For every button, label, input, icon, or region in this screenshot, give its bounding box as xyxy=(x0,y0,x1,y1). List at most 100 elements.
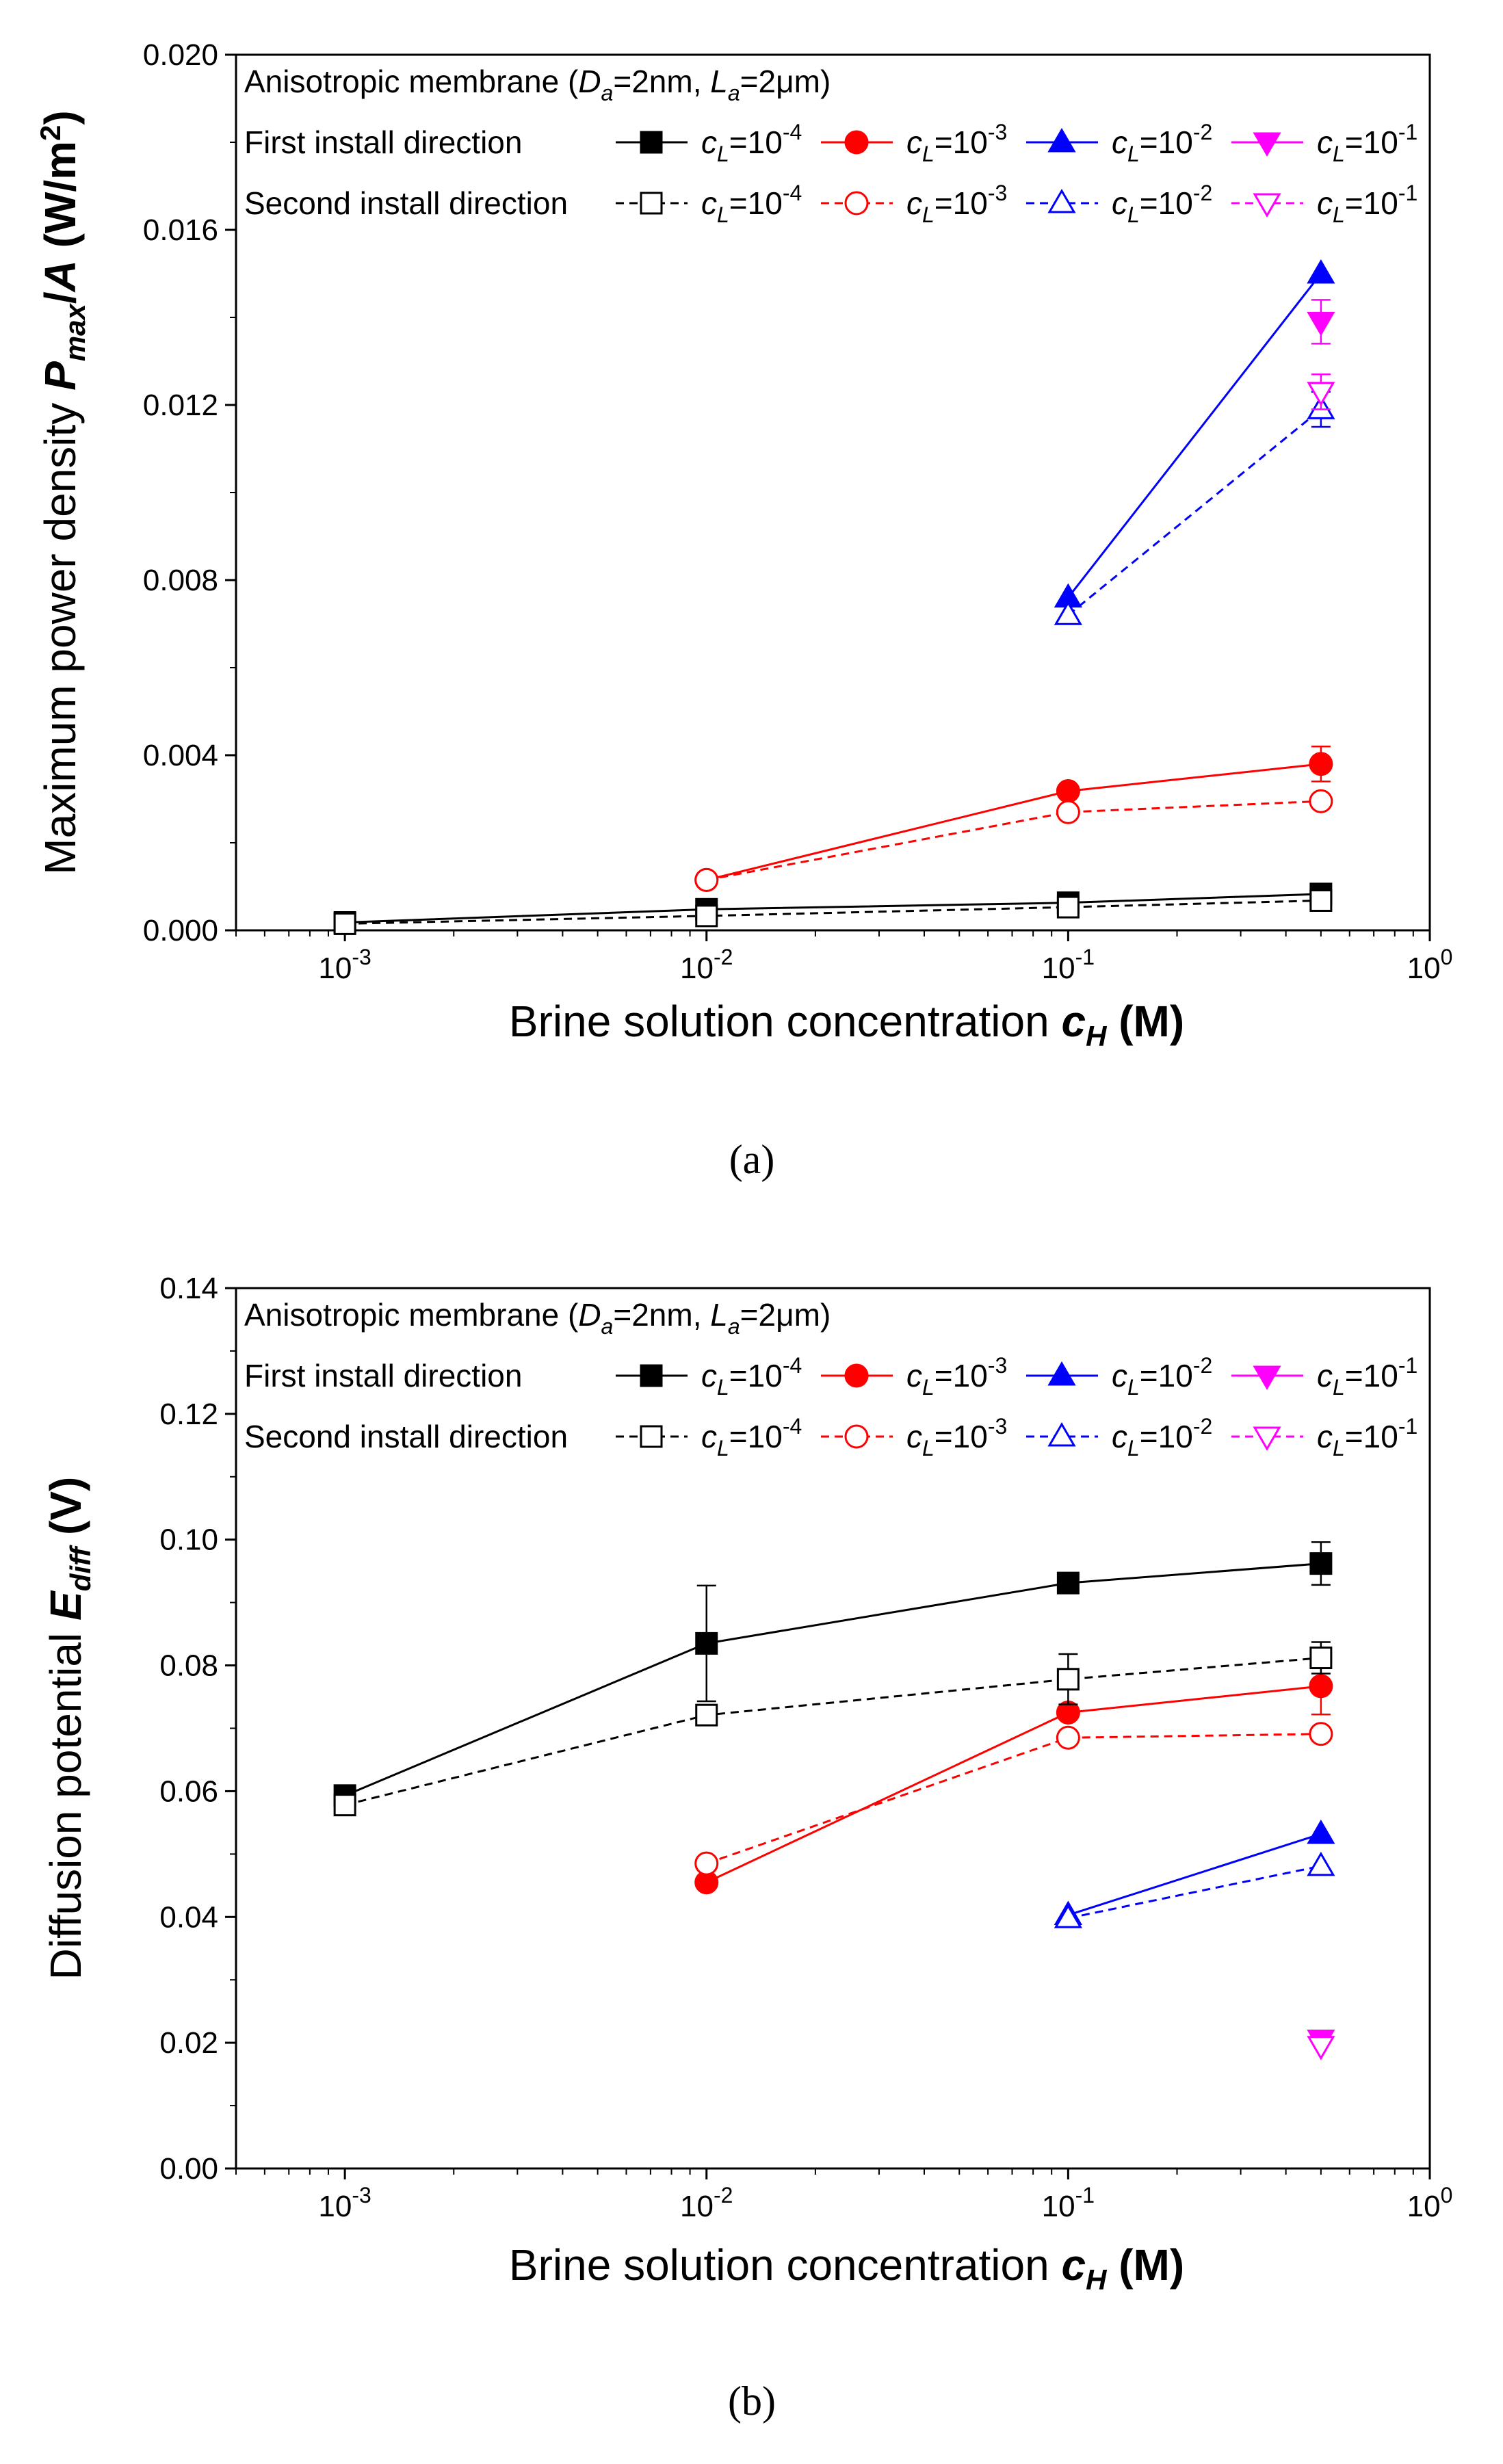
b-series-6 xyxy=(1054,1851,1335,1928)
b-data-point xyxy=(1307,1851,1335,1876)
b-legend-row-label: Second install direction xyxy=(244,1419,568,1454)
b-y-axis-label: Diffusion potential Ediff (V) xyxy=(41,1477,96,1980)
a-data-point xyxy=(1307,259,1335,284)
b-x-tick-label: 10-2 xyxy=(680,2183,733,2223)
b-data-point xyxy=(1307,2036,1335,2060)
a-data-point xyxy=(1307,382,1335,406)
b-x-tick-label: 10-3 xyxy=(318,2183,371,2223)
a-legend-entry: cL=10-4 xyxy=(701,181,802,227)
a-y-tick-label: 0.004 xyxy=(143,739,218,772)
b-y-tick-label: 0.10 xyxy=(159,1523,218,1557)
b-legend-marker xyxy=(1253,1426,1281,1451)
b-y-tick-label: 0.08 xyxy=(159,1649,218,1683)
a-legend-title: Anisotropic membrane (Da=2nm, La=2μm) xyxy=(244,64,831,105)
a-legend-entry: cL=10-2 xyxy=(1112,181,1212,227)
b-legend-marker xyxy=(1253,1365,1281,1390)
a-series-3 xyxy=(1307,299,1335,345)
a-y-tick-label: 0.008 xyxy=(143,564,218,597)
b-series-4 xyxy=(333,1641,1333,1817)
a-x-tick-label: 10-1 xyxy=(1042,945,1095,985)
b-legend-marker xyxy=(844,1424,869,1449)
b-data-point xyxy=(1309,1674,1333,1699)
b-y-tick-label: 0.14 xyxy=(159,1272,218,1305)
a-y-tick-label: 0.016 xyxy=(143,213,218,247)
b-x-axis-label: Brine solution concentration cH (M) xyxy=(509,2240,1184,2296)
b-y-tick-label: 0.04 xyxy=(159,1900,218,1934)
b-x-tick-label: 100 xyxy=(1407,2183,1453,2223)
a-data-point xyxy=(1054,601,1082,625)
a-legend-marker xyxy=(640,192,663,215)
b-data-point xyxy=(333,1794,356,1817)
caption-a: (a) xyxy=(729,1137,775,1182)
caption-b: (b) xyxy=(728,2378,776,2424)
b-legend-marker xyxy=(640,1364,663,1387)
a-legend-entry: cL=10-1 xyxy=(1317,120,1417,166)
a-y-axis-label: Maximum power density Pmax/A (W/m2) xyxy=(34,110,91,874)
a-legend-entry: cL=10-2 xyxy=(1112,120,1212,166)
b-legend-row-label: First install direction xyxy=(244,1358,522,1393)
b-legend-entry: cL=10-1 xyxy=(1317,1414,1417,1460)
b-data-point xyxy=(1056,1725,1080,1750)
b-legend-marker xyxy=(640,1425,663,1448)
a-series-7 xyxy=(1307,373,1335,410)
a-series-4 xyxy=(333,889,1333,935)
b-series-line xyxy=(344,1562,1321,1797)
a-legend: Anisotropic membrane (Da=2nm, La=2μm) Fir… xyxy=(244,64,1417,227)
b-data-point xyxy=(1309,1722,1333,1746)
b-y-tick-label: 0.06 xyxy=(159,1774,218,1808)
b-legend-entry: cL=10-2 xyxy=(1112,1414,1212,1460)
b-legend-marker xyxy=(1047,1422,1076,1447)
b-y-tick-label: 0.02 xyxy=(159,2026,218,2060)
b-legend-title: Anisotropic membrane (Da=2nm, La=2μm) xyxy=(244,1297,831,1339)
b-data-point xyxy=(695,1703,718,1727)
a-series-line xyxy=(706,800,1321,881)
b-data-point xyxy=(1309,1647,1333,1670)
a-legend-row-label: First install direction xyxy=(244,124,522,160)
b-legend-entry: cL=10-3 xyxy=(906,1414,1007,1460)
a-y-tick-label: 0.020 xyxy=(143,38,218,72)
b-y-tick-label: 0.00 xyxy=(159,2152,218,2186)
a-legend-marker xyxy=(640,131,663,154)
b-legend-entry: cL=10-1 xyxy=(1317,1353,1417,1400)
a-data-point xyxy=(1056,895,1080,919)
a-legend-marker xyxy=(1253,132,1281,157)
a-legend-marker xyxy=(1047,128,1076,153)
b-series-7 xyxy=(1307,2036,1335,2060)
a-legend-entry: cL=10-3 xyxy=(906,181,1007,227)
a-series-line xyxy=(1067,273,1322,599)
a-data-point xyxy=(695,904,718,928)
b-data-point xyxy=(694,1851,719,1876)
b-legend-entry: cL=10-3 xyxy=(906,1353,1007,1400)
b-series-line xyxy=(344,1657,1321,1807)
a-data-point xyxy=(1307,311,1335,337)
b-data-point xyxy=(1056,1571,1080,1595)
a-legend-marker xyxy=(1047,189,1076,213)
a-data-point xyxy=(1309,889,1333,912)
a-y-tick-label: 0.000 xyxy=(143,914,218,947)
a-data-point xyxy=(1309,789,1333,813)
b-legend: Anisotropic membrane (Da=2nm, La=2μm) Fir… xyxy=(244,1297,1417,1460)
b-legend-entry: cL=10-4 xyxy=(701,1353,802,1400)
a-data-point xyxy=(333,912,356,935)
a-series-line xyxy=(345,899,1321,925)
b-data-point xyxy=(1054,1904,1082,1928)
a-x-tick-label: 100 xyxy=(1407,945,1453,985)
b-data-point xyxy=(1056,1668,1080,1691)
a-x-tick-label: 10-2 xyxy=(680,945,733,985)
b-legend-marker xyxy=(1047,1361,1076,1386)
b-x-tick-label: 10-1 xyxy=(1042,2183,1095,2223)
b-series-line xyxy=(1067,1833,1322,1916)
a-x-tick-label: 10-3 xyxy=(318,945,371,985)
a-x-axis-label: Brine solution concentration cH (M) xyxy=(509,997,1184,1052)
a-y-tick-label: 0.012 xyxy=(143,389,218,422)
a-series-line xyxy=(345,893,1321,923)
b-series-5 xyxy=(694,1722,1333,1876)
a-data-point xyxy=(694,867,719,892)
b-data-point xyxy=(1309,1552,1333,1575)
a-legend-entry: cL=10-1 xyxy=(1317,181,1417,227)
panel-b-chart: 10-3 10-2 10-1 100 0.00 0.02 0.04 0.06 0.08 0.10 0… xyxy=(41,1272,1452,2296)
b-legend-marker xyxy=(844,1363,869,1388)
a-data-point xyxy=(1309,752,1333,776)
a-series-5 xyxy=(694,789,1333,892)
